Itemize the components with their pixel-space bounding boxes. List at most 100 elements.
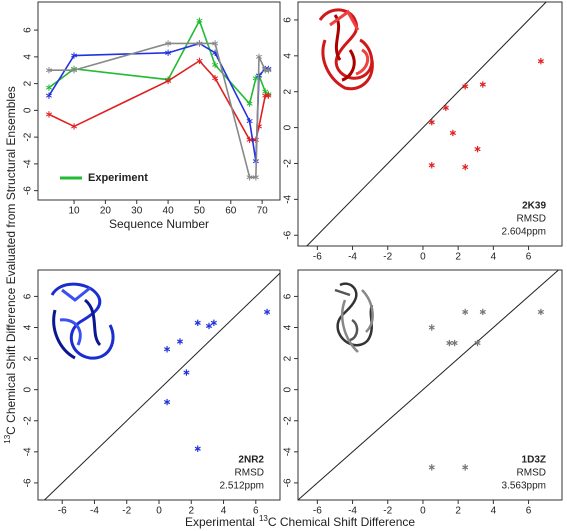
x-tick-label: -4 — [90, 506, 99, 517]
x-tick-label: -4 — [348, 506, 357, 517]
scatter-point — [449, 129, 456, 137]
annotation: 2NR2 — [238, 455, 264, 466]
x-tick-label: 50 — [194, 206, 206, 217]
protein-gray — [334, 282, 374, 353]
scatter-point — [428, 324, 435, 331]
y-tick-label: -2 — [283, 159, 294, 168]
x-tick-label: 4 — [221, 506, 227, 517]
scatter-point — [163, 398, 171, 406]
y-tick-label: 0 — [23, 107, 34, 113]
annotation: 2.512ppm — [220, 481, 264, 492]
y-tick-label: -6 — [283, 230, 294, 239]
y-tick-label: -2 — [283, 416, 294, 425]
scatter-point — [183, 369, 190, 376]
y-tick-label: 6 — [283, 17, 294, 23]
x-axis-title: Sequence Number — [109, 217, 209, 231]
series-marker — [165, 49, 172, 57]
scatter-point — [264, 308, 271, 316]
y-label-sup: 13 — [3, 434, 12, 443]
series-marker — [45, 84, 52, 91]
scatter-point — [474, 339, 481, 347]
series-line — [48, 42, 269, 179]
x-tick-label: 30 — [131, 206, 143, 217]
scatter-point — [537, 308, 544, 316]
series-marker — [45, 92, 52, 99]
x-tick-label: 6 — [526, 506, 532, 517]
scatter-point — [194, 445, 201, 452]
scatter-point — [210, 319, 217, 327]
y-tick-label: 4 — [283, 324, 294, 330]
scatter-point — [205, 322, 213, 330]
series-line — [48, 42, 269, 162]
x-tick-label: 2 — [455, 252, 461, 263]
y-axis-label: 13C Chemical Shift Difference Evaluated … — [3, 86, 19, 444]
x-tick-label: 0 — [420, 506, 426, 517]
series-marker — [45, 111, 52, 118]
plot-frame — [37, 1, 281, 201]
series-marker — [246, 100, 253, 107]
x-axis-label: Experimental 13C Chemical Shift Differenc… — [185, 514, 415, 530]
scatter-point — [428, 119, 435, 126]
x-tick-label: -2 — [383, 506, 392, 517]
protein-red — [318, 8, 374, 91]
series-marker — [212, 61, 219, 69]
series-marker — [246, 117, 253, 125]
x-tick-label: 6 — [253, 506, 259, 517]
y-tick-label: -4 — [283, 194, 294, 203]
annotation: RMSD — [235, 468, 264, 479]
y-tick-label: -6 — [23, 478, 34, 487]
scatter-point — [462, 163, 469, 171]
y-tick-label: 2 — [23, 80, 34, 86]
y-tick-label: -6 — [23, 186, 34, 195]
identity-line — [306, 1, 547, 247]
series-marker — [252, 174, 259, 181]
series-marker — [196, 17, 203, 24]
x-label-text: C Chemical Shift Difference — [268, 515, 415, 529]
y-tick-label: 6 — [23, 27, 34, 33]
series-marker — [45, 67, 52, 74]
annotation: 3.563ppm — [502, 481, 546, 492]
scatter-point — [194, 319, 201, 327]
series-marker — [246, 136, 253, 143]
x-tick-label: 2 — [188, 506, 194, 517]
x-tick-label: -2 — [122, 506, 131, 517]
plot-frame — [297, 1, 563, 247]
series-marker — [255, 53, 263, 61]
scatter-point — [462, 83, 469, 90]
y-tick-label: 0 — [283, 386, 294, 392]
series-marker — [212, 75, 219, 82]
x-tick-label: 70 — [257, 206, 269, 217]
y-tick-label: -4 — [283, 447, 294, 456]
y-tick-label: -6 — [283, 478, 294, 487]
y-tick-label: 6 — [23, 293, 34, 299]
x-label-sup: 13 — [259, 514, 268, 523]
x-tick-label: 4 — [491, 252, 497, 263]
y-tick-label: 4 — [283, 53, 294, 59]
y-tick-label: 2 — [283, 88, 294, 94]
y-tick-label: 6 — [283, 293, 294, 299]
plot-frame — [297, 269, 563, 501]
y-tick-label: -2 — [23, 416, 34, 425]
scatter-point — [474, 145, 481, 153]
x-tick-label: 6 — [526, 252, 532, 263]
y-tick-label: 2 — [23, 355, 34, 361]
series-marker — [71, 123, 78, 130]
y-label-text: C Chemical Shift Difference Evaluated fr… — [4, 86, 18, 435]
series-marker — [265, 92, 272, 99]
identity-line — [44, 272, 281, 501]
series-marker — [212, 40, 219, 47]
y-tick-label: -4 — [23, 447, 34, 456]
x-tick-label: -6 — [58, 506, 67, 517]
annotation: 1D3Z — [522, 455, 546, 466]
series-marker — [165, 40, 172, 47]
scatter-point — [479, 308, 486, 316]
scatter-point — [428, 162, 435, 169]
scatter-point — [163, 346, 171, 353]
x-tick-label: -4 — [348, 252, 357, 263]
x-tick-label: -6 — [313, 252, 322, 263]
series-line — [48, 18, 269, 106]
identity-line — [297, 269, 559, 501]
scatter-point — [451, 339, 458, 347]
scatter-point — [537, 58, 544, 65]
